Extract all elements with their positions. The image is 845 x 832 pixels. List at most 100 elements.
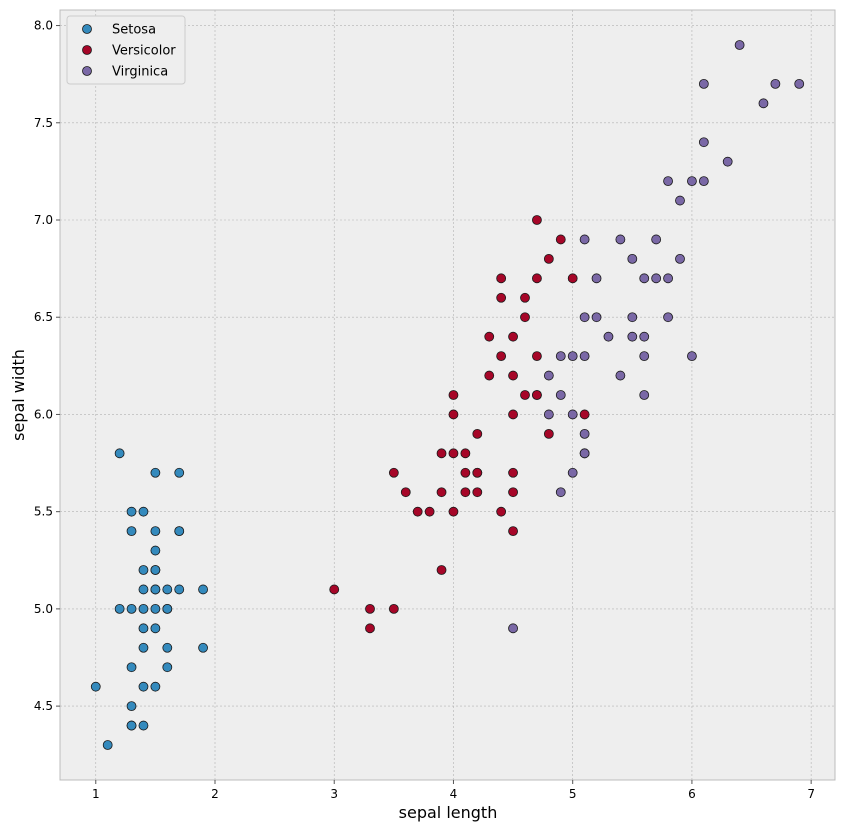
legend-marker-versicolor bbox=[82, 45, 92, 55]
x-tick-label: 5 bbox=[569, 787, 577, 801]
data-point-virginica bbox=[651, 234, 662, 245]
data-point-setosa bbox=[138, 506, 149, 517]
x-tick-label: 7 bbox=[807, 787, 815, 801]
data-point-versicolor bbox=[520, 312, 530, 323]
data-point-versicolor bbox=[496, 351, 507, 362]
data-point-setosa bbox=[138, 681, 149, 692]
grid bbox=[60, 10, 835, 780]
data-point-versicolor bbox=[508, 526, 518, 537]
data-point-setosa bbox=[150, 623, 161, 634]
data-point-setosa bbox=[174, 467, 185, 478]
data-point-virginica bbox=[734, 40, 745, 50]
x-tick-label: 3 bbox=[330, 787, 338, 801]
data-point-virginica bbox=[508, 623, 518, 634]
data-point-versicolor bbox=[484, 370, 495, 381]
x-tick-label: 4 bbox=[450, 787, 458, 801]
data-point-virginica bbox=[591, 273, 602, 284]
data-point-virginica bbox=[639, 273, 650, 284]
data-point-setosa bbox=[198, 642, 208, 653]
x-tick-label: 6 bbox=[688, 787, 696, 801]
data-point-virginica bbox=[555, 351, 566, 362]
data-point-versicolor bbox=[388, 603, 399, 614]
data-point-setosa bbox=[126, 662, 137, 673]
y-tick-label: 5.0 bbox=[34, 602, 53, 616]
data-point-virginica bbox=[567, 467, 578, 478]
data-point-setosa bbox=[150, 603, 161, 614]
data-point-setosa bbox=[174, 584, 185, 595]
data-point-virginica bbox=[639, 390, 650, 400]
data-point-setosa bbox=[114, 603, 125, 614]
data-point-versicolor bbox=[448, 409, 459, 420]
y-tick-label: 4.5 bbox=[34, 699, 53, 713]
data-point-virginica bbox=[555, 390, 566, 400]
data-point-setosa bbox=[150, 526, 161, 537]
data-point-versicolor bbox=[448, 448, 459, 459]
data-point-versicolor bbox=[424, 506, 435, 517]
data-point-virginica bbox=[722, 156, 733, 167]
data-point-versicolor bbox=[329, 584, 340, 595]
data-point-setosa bbox=[138, 623, 149, 634]
data-points bbox=[90, 40, 805, 750]
data-point-versicolor bbox=[508, 487, 518, 498]
data-point-virginica bbox=[687, 351, 697, 362]
data-point-versicolor bbox=[436, 565, 447, 575]
data-point-virginica bbox=[567, 351, 578, 362]
data-point-versicolor bbox=[484, 331, 495, 342]
data-point-setosa bbox=[150, 584, 161, 595]
y-tick-label: 7.0 bbox=[34, 213, 53, 227]
x-tick-label: 1 bbox=[92, 787, 100, 801]
data-point-versicolor bbox=[472, 467, 483, 478]
data-point-versicolor bbox=[400, 487, 411, 498]
data-point-versicolor bbox=[543, 428, 554, 439]
data-point-virginica bbox=[555, 487, 566, 498]
data-point-versicolor bbox=[579, 409, 590, 420]
data-point-virginica bbox=[663, 312, 673, 323]
data-point-setosa bbox=[162, 603, 173, 614]
data-point-virginica bbox=[615, 234, 626, 245]
data-point-versicolor bbox=[365, 603, 375, 614]
legend-marker-setosa bbox=[82, 24, 92, 34]
data-point-virginica bbox=[770, 78, 781, 89]
legend-box bbox=[66, 15, 186, 85]
data-point-setosa bbox=[114, 448, 125, 459]
series-virginica bbox=[508, 40, 805, 634]
y-axis-label: sepal width bbox=[9, 349, 28, 441]
data-point-versicolor bbox=[448, 390, 459, 400]
data-point-setosa bbox=[138, 584, 149, 595]
plot-background bbox=[59, 9, 836, 781]
data-point-versicolor bbox=[508, 370, 518, 381]
data-point-virginica bbox=[687, 176, 697, 187]
data-point-setosa bbox=[126, 701, 137, 712]
data-point-virginica bbox=[579, 448, 590, 459]
data-point-virginica bbox=[627, 331, 638, 342]
data-point-setosa bbox=[138, 603, 149, 614]
data-point-setosa bbox=[150, 565, 161, 575]
data-point-virginica bbox=[639, 351, 650, 362]
data-point-virginica bbox=[627, 253, 638, 264]
data-point-setosa bbox=[126, 506, 137, 517]
legend-label-versicolor: Versicolor bbox=[112, 44, 176, 59]
data-point-versicolor bbox=[532, 390, 542, 400]
data-point-versicolor bbox=[472, 428, 483, 439]
legend-label-setosa: Setosa bbox=[112, 23, 156, 38]
legend-label-virginica: Virginica bbox=[112, 65, 168, 80]
y-tick-label: 6.0 bbox=[34, 407, 53, 421]
data-point-virginica bbox=[698, 137, 709, 148]
data-point-versicolor bbox=[532, 273, 542, 284]
data-point-virginica bbox=[675, 253, 685, 264]
data-point-setosa bbox=[162, 584, 173, 595]
data-point-virginica bbox=[567, 409, 578, 420]
data-point-versicolor bbox=[365, 623, 375, 634]
data-point-virginica bbox=[663, 176, 673, 187]
data-point-virginica bbox=[579, 351, 590, 362]
data-point-setosa bbox=[126, 526, 137, 537]
data-point-versicolor bbox=[508, 409, 518, 420]
data-point-versicolor bbox=[520, 292, 530, 303]
data-point-virginica bbox=[698, 78, 709, 89]
data-point-virginica bbox=[579, 312, 590, 323]
data-point-setosa bbox=[138, 720, 149, 731]
y-tick-label: 7.5 bbox=[34, 116, 53, 130]
data-point-setosa bbox=[150, 467, 161, 478]
data-point-setosa bbox=[150, 681, 161, 692]
